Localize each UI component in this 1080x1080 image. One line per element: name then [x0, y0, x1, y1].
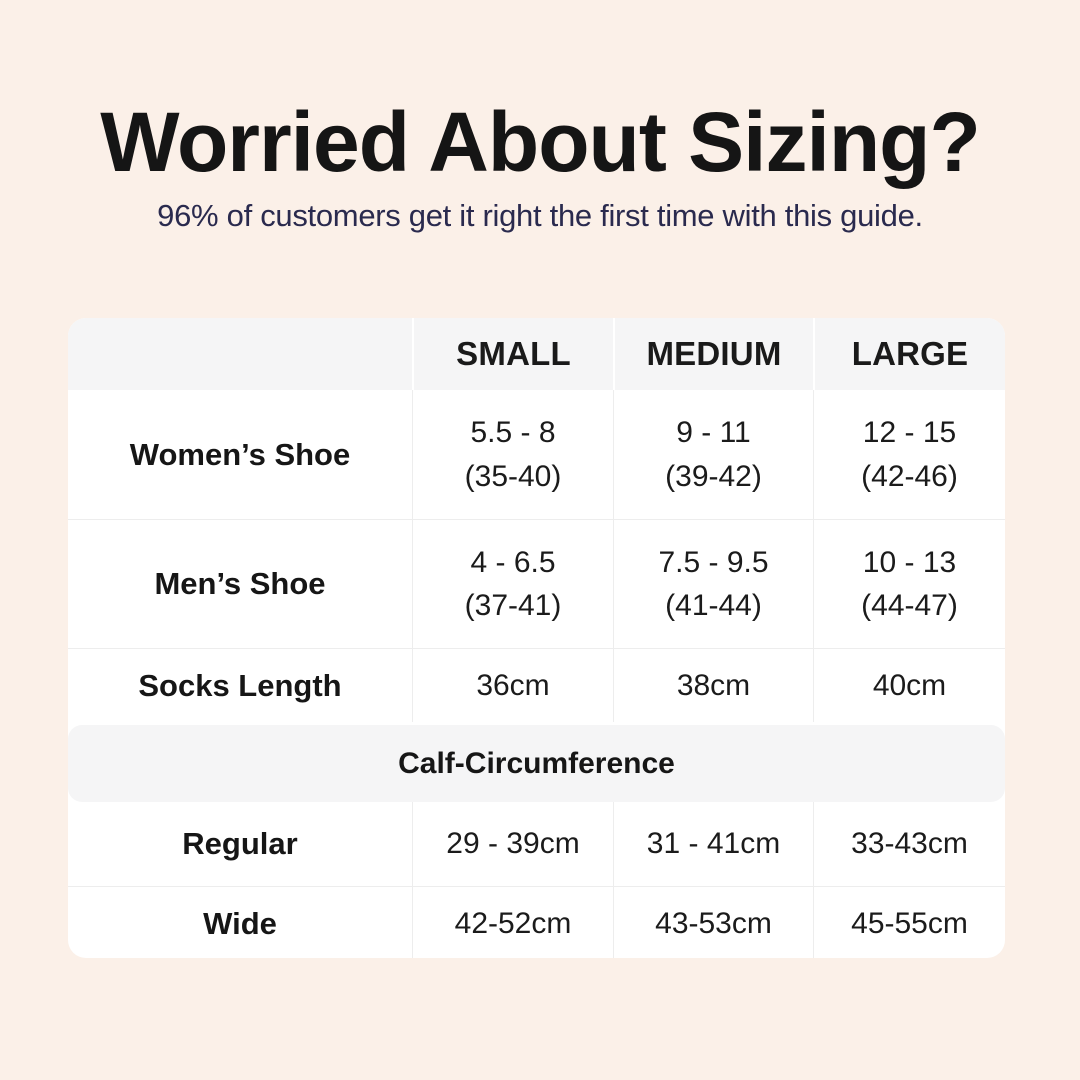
cell-value: 9 - 11	[676, 416, 751, 449]
cell-womens-medium: 9 - 11 (39-42)	[613, 390, 813, 519]
cell-womens-small: 5.5 - 8 (35-40)	[412, 390, 613, 519]
size-chart-table: SMALL MEDIUM LARGE Women’s Shoe 5.5 - 8 …	[68, 318, 1005, 958]
page-subtitle: 96% of customers get it right the first …	[157, 198, 923, 234]
cell-regular-large: 33-43cm	[813, 802, 1005, 886]
table-row-womens-shoe: Women’s Shoe 5.5 - 8 (35-40) 9 - 11 (39-…	[68, 390, 1005, 519]
cell-mens-large: 10 - 13 (44-47)	[813, 520, 1005, 648]
cell-womens-large: 12 - 15 (42-46)	[813, 390, 1005, 519]
row-label-womens-shoe: Women’s Shoe	[129, 436, 351, 472]
cell-value: 42-52cm	[454, 907, 572, 941]
header-empty-cell	[68, 318, 412, 390]
cell-value: 33-43cm	[851, 827, 968, 861]
cell-socks-medium: 38cm	[613, 649, 813, 722]
cell-value-eu: (37-41)	[464, 589, 562, 622]
cell-mens-medium: 7.5 - 9.5 (41-44)	[613, 520, 813, 648]
cell-regular-small: 29 - 39cm	[412, 802, 613, 886]
cell-value-eu: (42-46)	[861, 459, 958, 493]
cell-value: 29 - 39cm	[446, 827, 580, 861]
table-header-row: SMALL MEDIUM LARGE	[68, 318, 1005, 390]
cell-value: 38cm	[676, 668, 751, 702]
row-label-wide: Wide	[203, 906, 277, 941]
column-header-large: LARGE	[813, 318, 1005, 390]
cell-value: 10 - 13	[862, 545, 957, 579]
page-title: Worried About Sizing?	[100, 95, 981, 189]
column-header-small: SMALL	[412, 318, 613, 390]
section-gap	[68, 722, 1005, 725]
cell-value: 5.5 - 8	[470, 416, 556, 449]
cell-value: 43-53cm	[655, 907, 772, 941]
column-header-medium: MEDIUM	[613, 318, 813, 390]
row-label-regular: Regular	[182, 826, 298, 861]
cell-regular-medium: 31 - 41cm	[613, 802, 813, 886]
table-row-wide: Wide 42-52cm 43-53cm 45-55cm	[68, 886, 1005, 958]
cell-value: 36cm	[476, 668, 550, 702]
cell-value: 7.5 - 9.5	[658, 545, 769, 579]
cell-value-eu: (41-44)	[665, 589, 762, 622]
row-label-mens-shoe: Men’s Shoe	[154, 566, 326, 601]
table-row-mens-shoe: Men’s Shoe 4 - 6.5 (37-41) 7.5 - 9.5 (41…	[68, 519, 1005, 648]
cell-value-eu: (39-42)	[665, 459, 762, 493]
cell-value-eu: (44-47)	[861, 589, 958, 622]
table-row-socks-length: Socks Length 36cm 38cm 40cm	[68, 648, 1005, 722]
section-header-calf-circumference: Calf-Circumference	[68, 725, 1005, 802]
cell-value-eu: (35-40)	[464, 459, 562, 493]
cell-wide-small: 42-52cm	[412, 887, 613, 958]
cell-value: 12 - 15	[862, 416, 957, 449]
table-row-regular: Regular 29 - 39cm 31 - 41cm 33-43cm	[68, 802, 1005, 886]
cell-socks-large: 40cm	[813, 649, 1005, 722]
cell-socks-small: 36cm	[412, 649, 613, 722]
row-label-socks-length: Socks Length	[138, 667, 342, 703]
cell-value: 45-55cm	[851, 907, 968, 941]
cell-mens-small: 4 - 6.5 (37-41)	[412, 520, 613, 648]
cell-wide-medium: 43-53cm	[613, 887, 813, 958]
cell-value: 31 - 41cm	[646, 827, 781, 861]
cell-value: 40cm	[872, 668, 947, 702]
cell-value: 4 - 6.5	[470, 545, 556, 579]
cell-wide-large: 45-55cm	[813, 887, 1005, 958]
